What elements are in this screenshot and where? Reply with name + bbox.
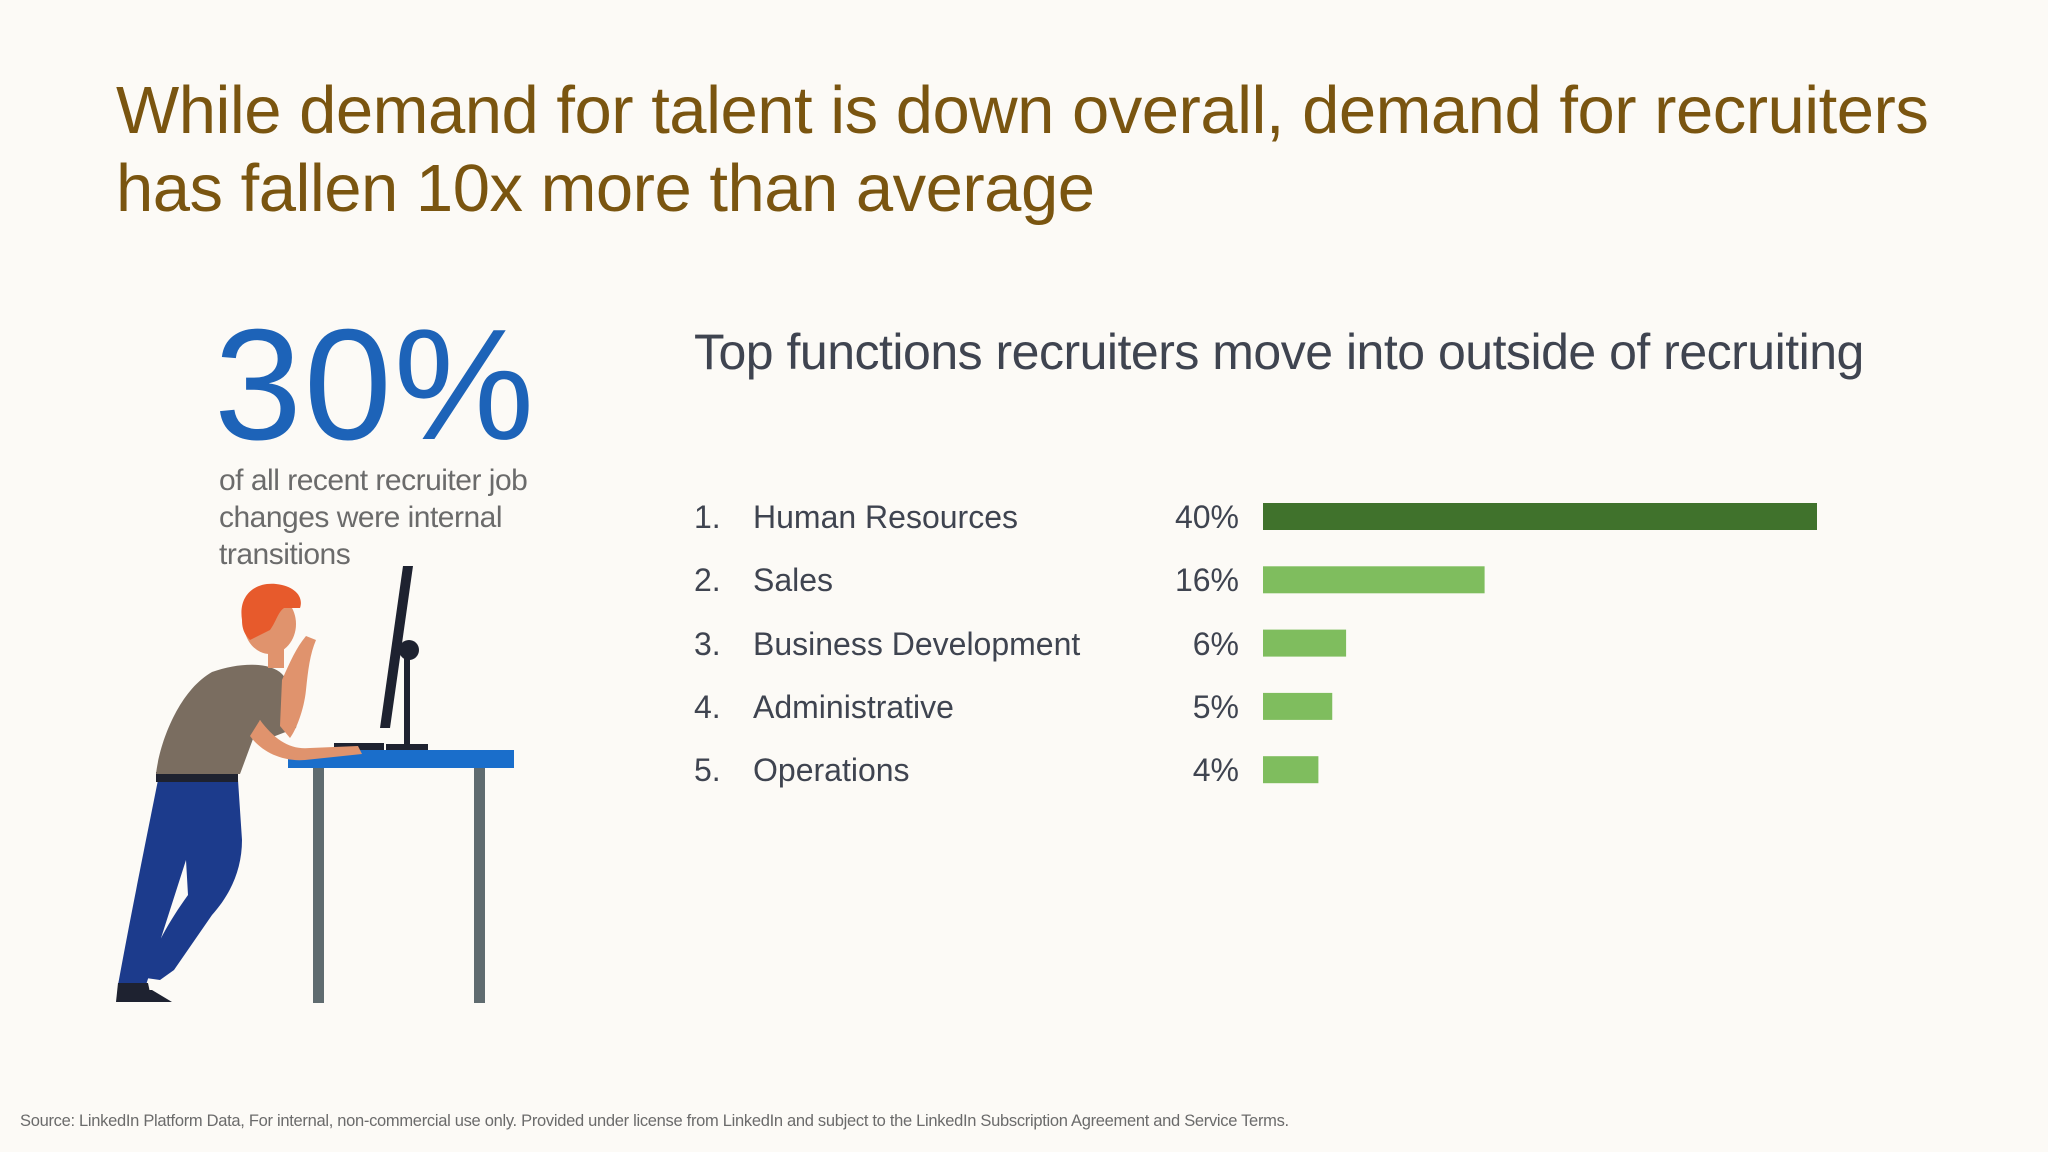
keyboard bbox=[334, 743, 384, 750]
monitor-stand bbox=[404, 650, 410, 746]
desk-leg-right bbox=[474, 768, 485, 1003]
bar-value-label-3: 6% bbox=[1192, 625, 1239, 662]
person-hair bbox=[241, 583, 301, 640]
bar-2 bbox=[1263, 566, 1485, 594]
monitor-joint bbox=[399, 640, 419, 660]
bar-rank-3: 3. bbox=[694, 625, 721, 662]
source-footnote: Source: LinkedIn Platform Data, For inte… bbox=[20, 1112, 1289, 1130]
person-shirt bbox=[156, 664, 298, 774]
person-neck bbox=[268, 646, 284, 668]
bar-label-4: Administrative bbox=[753, 688, 954, 725]
bar-rank-5: 5. bbox=[694, 752, 721, 789]
monitor-base bbox=[386, 744, 428, 750]
person-shoe-front bbox=[128, 990, 172, 1002]
bar-value-label-5: 4% bbox=[1192, 752, 1239, 789]
big-stat-value: 30% bbox=[214, 297, 537, 473]
bar-rank-1: 1. bbox=[694, 499, 721, 535]
bar-label-3: Business Development bbox=[753, 625, 1081, 662]
person-arm bbox=[250, 720, 362, 761]
bar-5 bbox=[1263, 756, 1319, 784]
bar-value-label-4: 5% bbox=[1192, 688, 1239, 725]
person-at-desk-illustration bbox=[116, 566, 514, 1003]
person-belt bbox=[156, 772, 238, 782]
bar-rank-2: 2. bbox=[694, 562, 721, 599]
bar-label-1: Human Resources bbox=[753, 499, 1018, 535]
stat-description: of all recent recruiter job changes were… bbox=[219, 464, 528, 571]
slide-title: While demand for talent is down overall,… bbox=[116, 73, 1929, 226]
monitor-screen bbox=[380, 566, 413, 728]
desk-leg-left bbox=[313, 768, 324, 1003]
bar-value-label-1: 40% bbox=[1174, 499, 1239, 535]
person-forearm-chin bbox=[280, 636, 316, 738]
bar-1 bbox=[1263, 503, 1817, 530]
bar-label-5: Operations bbox=[753, 752, 910, 789]
bar-rank-4: 4. bbox=[694, 688, 721, 725]
bar-label-2: Sales bbox=[753, 562, 834, 599]
person-legs bbox=[118, 780, 242, 985]
bar-value-label-2: 16% bbox=[1174, 562, 1239, 599]
chart-title: Top functions recruiters move into outsi… bbox=[694, 324, 1864, 380]
bar-4 bbox=[1263, 692, 1333, 720]
bar-3 bbox=[1263, 629, 1347, 657]
